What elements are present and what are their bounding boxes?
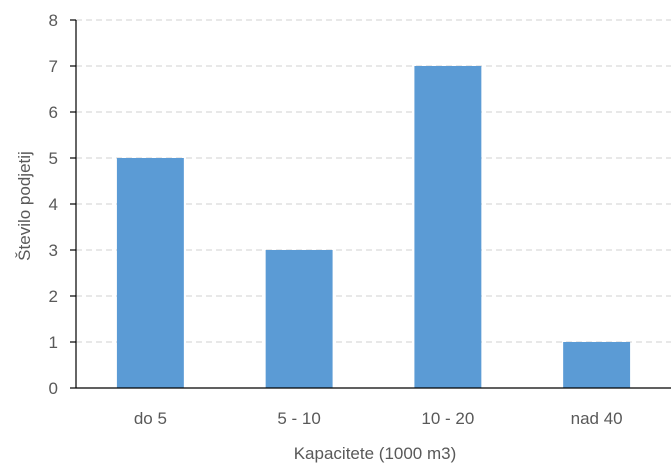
- bar: [414, 66, 482, 388]
- x-tick-label: do 5: [134, 409, 167, 428]
- y-tick-label: 6: [49, 103, 58, 122]
- y-tick-label: 7: [49, 57, 58, 76]
- y-tick-label: 3: [49, 241, 58, 260]
- y-tick-label: 4: [49, 195, 58, 214]
- y-tick-label: 0: [49, 379, 58, 398]
- x-tick-label: 5 - 10: [277, 409, 320, 428]
- x-axis-title: Kapacitete (1000 m3): [294, 444, 457, 463]
- y-tick-label: 5: [49, 149, 58, 168]
- y-tick-label: 2: [49, 287, 58, 306]
- y-axis-title: Število podjetij: [15, 151, 34, 261]
- bar: [116, 158, 184, 388]
- axes: [70, 19, 671, 389]
- y-tick-label: 8: [49, 11, 58, 30]
- y-tick-label: 1: [49, 333, 58, 352]
- x-tick-label: 10 - 20: [421, 409, 474, 428]
- bar: [563, 342, 631, 388]
- bar: [265, 250, 333, 388]
- bars: [116, 66, 631, 388]
- x-tick-label: nad 40: [571, 409, 623, 428]
- y-tick-labels: 0 1 2 3 4 5 6 7 8: [49, 11, 58, 398]
- x-tick-labels: do 5 5 - 10 10 - 20 nad 40: [134, 409, 623, 428]
